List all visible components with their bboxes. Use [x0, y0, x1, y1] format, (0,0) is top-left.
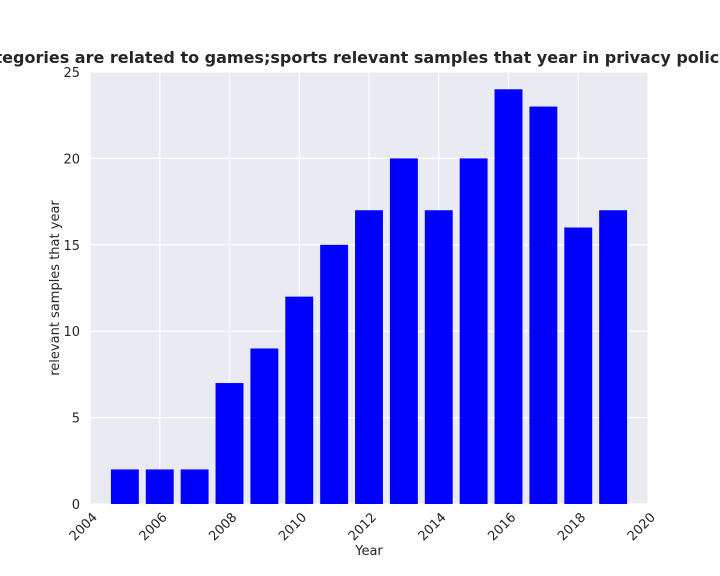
- x-tick-label: 2016: [485, 510, 519, 544]
- bar-2010: [285, 296, 314, 504]
- bar-2015: [459, 158, 488, 504]
- bar-2011: [320, 244, 349, 505]
- y-axis-label: relevant samples that year: [48, 200, 63, 376]
- bar-2009: [250, 348, 279, 504]
- y-tick-label: 10: [63, 325, 80, 340]
- bar-2014: [424, 210, 453, 505]
- bars: [110, 89, 628, 505]
- bar-2013: [389, 158, 418, 504]
- bar-2008: [215, 383, 244, 504]
- chart-title: when categories are related to games;spo…: [0, 48, 720, 67]
- y-tick-label: 20: [63, 152, 80, 167]
- y-tick-labels: 0 5 10 15 20 25: [63, 66, 80, 513]
- x-tick-label: 2020: [625, 510, 659, 544]
- x-tick-label: 2012: [346, 510, 380, 544]
- bar-2017: [529, 106, 558, 504]
- y-tick-label: 5: [72, 412, 80, 427]
- bar-2005: [110, 469, 139, 504]
- x-tick-label: 2014: [416, 510, 450, 544]
- x-tick-label: 2018: [555, 510, 589, 544]
- bar-2016: [494, 89, 523, 504]
- x-tick-label: 2010: [276, 510, 310, 544]
- x-axis-label: Year: [354, 544, 383, 559]
- x-tick-label: 2008: [206, 510, 240, 544]
- bar-2019: [599, 210, 628, 505]
- x-tick-label: 2006: [137, 510, 171, 544]
- bar-2018: [564, 227, 593, 504]
- y-tick-label: 15: [63, 239, 80, 254]
- bar-2007: [180, 469, 209, 504]
- bar-2006: [145, 469, 174, 504]
- y-tick-label: 0: [72, 498, 80, 513]
- y-tick-label: 25: [63, 66, 80, 81]
- bar-2012: [355, 210, 383, 505]
- x-tick-label: 2004: [67, 510, 101, 544]
- x-tick-labels: 2004 2006 2008 2010 2012 2014 2016 2018 2020: [67, 510, 659, 544]
